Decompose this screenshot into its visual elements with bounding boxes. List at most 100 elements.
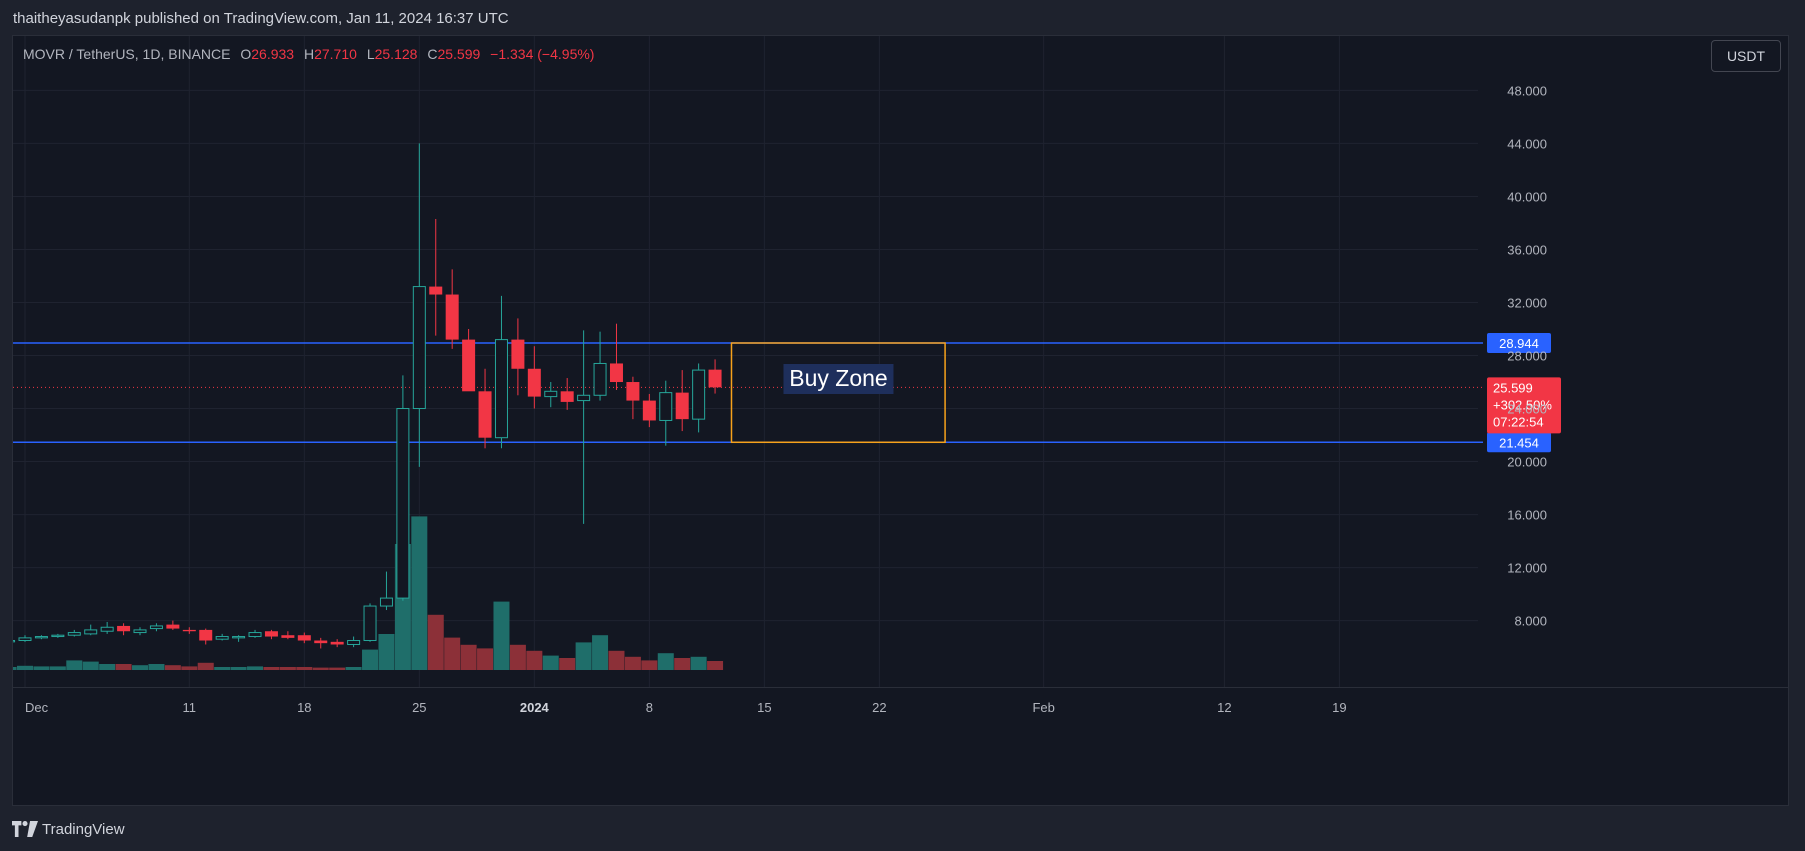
candle-body <box>593 362 607 396</box>
candle-body <box>626 382 640 401</box>
time-tick-label: Dec <box>25 700 49 715</box>
candle-body <box>692 369 706 420</box>
volume-bar <box>164 665 181 670</box>
candle-body <box>13 640 16 643</box>
high-label: H <box>303 46 315 62</box>
candles <box>13 143 722 649</box>
grid <box>13 36 1478 687</box>
candle-body <box>511 339 525 369</box>
level-badge <box>1487 432 1551 453</box>
candle-body <box>675 392 689 420</box>
candle-body <box>494 339 508 439</box>
price-tick-label: 12.000 <box>1507 561 1547 576</box>
price-tick-label: 36.000 <box>1507 242 1547 257</box>
footer-brand: TradingView <box>12 818 125 840</box>
volume-bar <box>624 656 641 670</box>
volume-bar <box>247 666 264 670</box>
volume-bar <box>460 644 477 670</box>
volume-bar <box>690 656 707 670</box>
axes: 8.000 12.000 16.000 20.000 24.000 28.000 32.00… <box>13 83 1788 715</box>
volume-bar <box>378 634 395 670</box>
candle-body <box>560 391 574 402</box>
volume-bar <box>411 516 428 670</box>
candle-body <box>642 400 656 421</box>
volume-bar <box>542 655 559 670</box>
candle-body <box>544 390 558 398</box>
candlestick-chart[interactable]: 28.944 21.454 25.599 +302.50% 07:22:54 Buy Z… <box>13 36 1789 806</box>
symbol-name: MOVR / TetherUS, 1D, BINANCE <box>23 46 231 62</box>
candle-body <box>379 597 393 607</box>
candle-body <box>363 605 377 642</box>
volume-bar <box>674 658 691 670</box>
volume-bar <box>33 666 50 670</box>
time-tick-label: 25 <box>412 700 426 715</box>
price-tick-label: 24.000 <box>1507 402 1547 417</box>
tradingview-logo-icon <box>12 821 38 837</box>
volume-bar <box>345 667 362 670</box>
candle-body <box>215 636 229 640</box>
volume-bar <box>279 667 296 670</box>
change-value: −1.334 (−4.95%) <box>490 46 595 62</box>
price-tick-label: 48.000 <box>1507 83 1547 98</box>
price-tick-label: 8.000 <box>1514 614 1547 629</box>
volume-bar <box>99 664 116 670</box>
time-tick-label: 22 <box>872 700 886 715</box>
open-value: 26.933 <box>251 46 295 62</box>
candle-body <box>462 339 476 392</box>
volume-bar <box>230 667 247 670</box>
volume-bar <box>214 667 231 670</box>
candle-body <box>67 632 81 636</box>
chart-panel[interactable]: 28.944 21.454 25.599 +302.50% 07:22:54 Buy Z… <box>12 35 1789 806</box>
volume-bar <box>526 650 543 670</box>
buy-zone-label-bg <box>783 363 894 394</box>
volume-bars <box>13 516 724 670</box>
volume-bar <box>181 666 198 670</box>
candle-body <box>100 626 114 632</box>
currency-button[interactable]: USDT <box>1711 40 1781 72</box>
volume-bar <box>427 614 444 670</box>
time-tick-label: 18 <box>297 700 311 715</box>
candle-body <box>478 391 492 438</box>
volume-bar <box>707 661 724 670</box>
last-price-value: 25.599 <box>1493 380 1533 395</box>
candle-body <box>429 286 443 295</box>
buy-zone-box <box>730 342 946 444</box>
buy-zone: Buy Zone <box>730 342 946 444</box>
price-tick-label: 40.000 <box>1507 189 1547 204</box>
candle-body <box>34 636 48 639</box>
volume-bar <box>641 660 658 670</box>
low-value: 25.128 <box>374 46 418 62</box>
candle-body <box>609 363 623 383</box>
volume-bar <box>362 649 379 670</box>
candle-body <box>412 286 426 410</box>
volume-bar <box>444 637 461 670</box>
low-label: L <box>366 46 375 62</box>
volume-bar <box>657 653 674 670</box>
volume-bar <box>115 664 132 670</box>
price-tick-label: 20.000 <box>1507 455 1547 470</box>
candle-body <box>51 634 65 638</box>
published-info: thaitheyasudanpk published on TradingVie… <box>13 10 509 27</box>
time-tick-label: 8 <box>646 700 653 715</box>
candle-body <box>84 629 98 635</box>
level-badge-text: 21.454 <box>1499 435 1539 450</box>
volume-bar <box>148 664 165 670</box>
volume-bar <box>608 650 625 670</box>
time-tick-label: 15 <box>757 700 771 715</box>
high-value: 27.710 <box>314 46 357 62</box>
close-value: 25.599 <box>437 46 481 62</box>
volume-bar <box>197 662 214 670</box>
candle-body <box>264 631 278 637</box>
time-tick-label: 12 <box>1217 700 1231 715</box>
candle-body <box>396 408 410 599</box>
candle-body <box>232 636 246 639</box>
volume-bar <box>477 648 494 670</box>
volume-bar <box>559 658 576 670</box>
volume-bar <box>263 667 280 670</box>
time-tick-label: Feb <box>1032 700 1054 715</box>
bar-countdown: 07:22:54 <box>1493 414 1544 429</box>
symbol-legend: MOVR / TetherUS, 1D, BINANCE O26.933 H27… <box>23 46 594 62</box>
time-tick-label: 2024 <box>520 700 550 715</box>
time-tick-label: 19 <box>1332 700 1346 715</box>
price-tick-label: 28.000 <box>1507 349 1547 364</box>
